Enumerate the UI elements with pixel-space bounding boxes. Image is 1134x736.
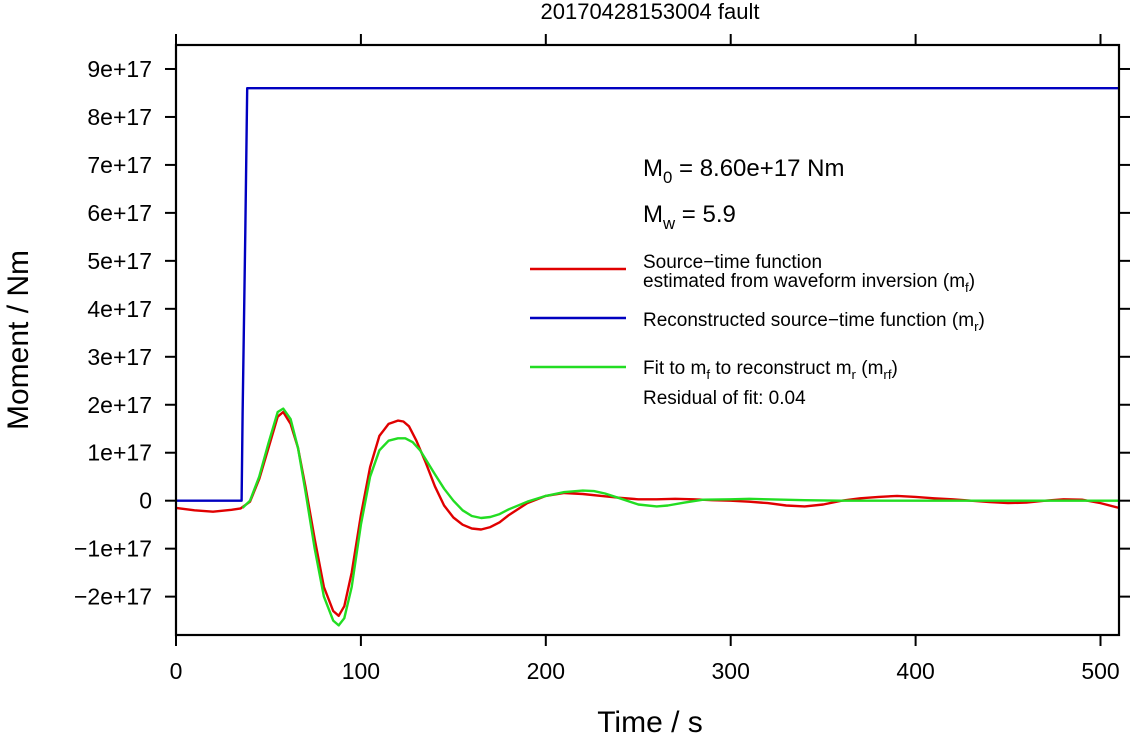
y-tick-label: 7e+17 <box>87 152 152 178</box>
x-axis: 0 100 200 300 400 500 <box>170 34 1120 684</box>
y-tick-label: −1e+17 <box>74 536 152 562</box>
plot-frame <box>174 43 1121 637</box>
y-tick-label: 4e+17 <box>87 296 152 322</box>
x-tick-label: 300 <box>712 658 750 684</box>
y-tick-label: 5e+17 <box>87 248 152 274</box>
series-layer <box>175 87 1120 627</box>
y-tick-label: 1e+17 <box>87 440 152 466</box>
x-tick-label: 200 <box>527 658 565 684</box>
legend-label-mf-line1: Source−time function <box>643 252 822 273</box>
y-tick-label: 2e+17 <box>87 392 152 418</box>
y-tick-label: 8e+17 <box>87 104 152 130</box>
y-tick-label: 0 <box>139 488 152 514</box>
x-tick-label: 400 <box>896 658 934 684</box>
y-axis: −2e+17 −1e+17 0 1e+17 2e+17 3e+17 4e+17 5e+17 6e… <box>74 56 1130 610</box>
x-tick-label: 100 <box>342 658 380 684</box>
series-line-mrf <box>241 407 1119 627</box>
y-tick-label: −2e+17 <box>74 584 152 610</box>
y-tick-label: 9e+17 <box>87 56 152 82</box>
moment-magnitude-annotation: Mw = 5.9 <box>643 201 736 233</box>
y-tick-label: 3e+17 <box>87 344 152 370</box>
legend-label-mf-line2: estimated from waveform inversion (mf) <box>643 271 975 295</box>
residual-annotation: Residual of fit: 0.04 <box>643 388 806 409</box>
y-axis-label: Moment / Nm <box>2 250 35 430</box>
x-tick-label: 500 <box>1081 658 1119 684</box>
y-tick-label: 6e+17 <box>87 200 152 226</box>
seismic-moment-annotation: M0 = 8.60e+17 Nm <box>643 155 844 187</box>
x-axis-label: Time / s <box>597 706 703 736</box>
legend: Source−time function estimated from wave… <box>530 252 985 409</box>
series-line-mf <box>175 410 1120 617</box>
legend-label-mr: Reconstructed source−time function (mr) <box>643 310 985 334</box>
series-line-mr <box>176 87 1119 502</box>
x-tick-label: 0 <box>170 658 183 684</box>
legend-label-mrf: Fit to mf to reconstruct mr (mrf) <box>643 358 898 382</box>
chart-title: 20170428153004 fault <box>541 0 760 24</box>
